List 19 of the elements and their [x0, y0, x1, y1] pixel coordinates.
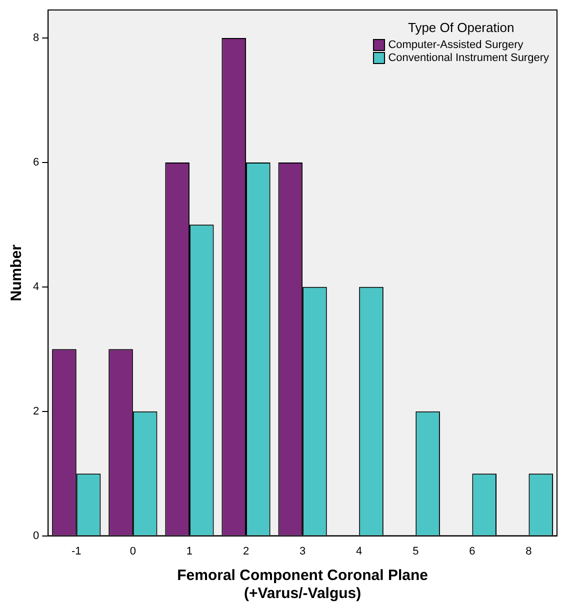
y-tick-label: 2: [32, 405, 40, 418]
x-tick-label: 0: [130, 545, 136, 558]
y-tick-label: 0: [32, 530, 40, 542]
x-tick-label: 4: [356, 545, 362, 558]
x-tick-label: 3: [299, 545, 306, 558]
x-tick-label: 2: [242, 545, 250, 558]
y-tick-label: 4: [32, 280, 40, 293]
x-tick-label: 5: [412, 545, 419, 558]
y-tick-label: 6: [32, 156, 40, 168]
x-tick-label: 8: [526, 545, 532, 558]
y-tick-label: 8: [32, 32, 40, 44]
legend-label: Conventional Instrument Surgery: [388, 52, 549, 64]
x-tick-label: 1: [186, 545, 193, 558]
y-axis-title: Number: [8, 244, 26, 302]
x-tick-label: -1: [72, 545, 82, 558]
x-tick-label: 6: [469, 545, 476, 558]
legend-label: Computer-Assisted Surgery: [388, 39, 524, 51]
x-axis-title: Femoral Component Coronal Plane (+Varus/-Valgus): [177, 567, 428, 602]
legend-title: Type Of Operation: [406, 20, 516, 35]
